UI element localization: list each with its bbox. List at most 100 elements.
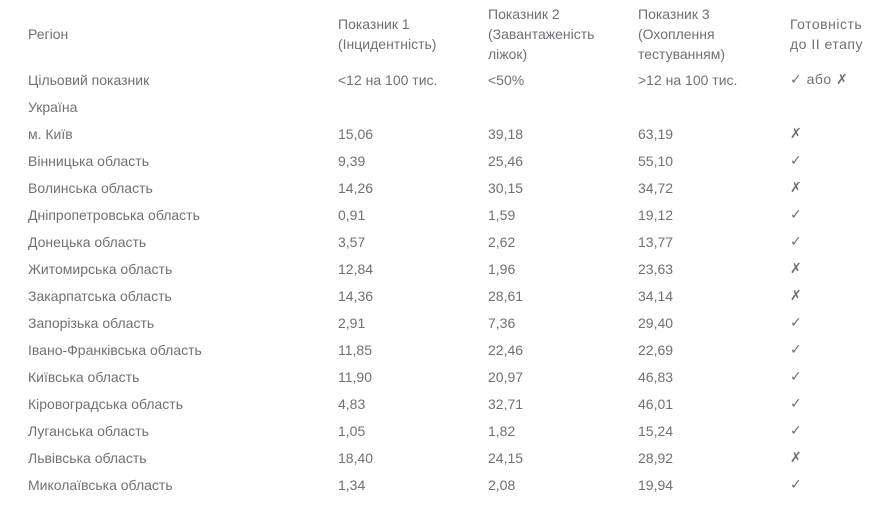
table-row: Київська область 11,90 20,97 46,83 ✓: [0, 363, 870, 390]
indicator1-cell: 1,34: [338, 476, 366, 493]
indicator3-cell: 22,69: [638, 341, 674, 358]
readiness-cell: ✓: [790, 233, 803, 249]
region-cell: Луганська область: [28, 422, 149, 439]
header-indicator1-incidence: Показник 1 (Інцидентність): [338, 16, 437, 52]
indicator2-cell: 39,18: [488, 125, 524, 142]
indicator2-cell: 1,96: [488, 260, 516, 277]
table-row: Закарпатська область 14,36 28,61 34,14 ✗: [0, 282, 870, 309]
indicator2-cell: [488, 93, 638, 120]
header-indicator3-testing-coverage: Показник 3 (Охоплення тестуванням): [638, 6, 726, 62]
region-cell: Запорізька область: [28, 314, 155, 331]
indicator1-cell: 11,85: [338, 341, 372, 358]
indicator1-cell: 2,91: [338, 314, 366, 331]
readiness-cell: ✓: [790, 206, 803, 222]
table-row: Україна: [0, 93, 870, 120]
indicator1-cell: 18,40: [338, 449, 374, 466]
table-row: Вінницька область 9,39 25,46 55,10 ✓: [0, 147, 870, 174]
header-indicator2-bed-occupancy: Показник 2 (Завантаженість ліжок): [488, 6, 595, 62]
readiness-cell: ✗: [790, 287, 803, 303]
region-cell: Волинська область: [28, 179, 153, 196]
table-row: Луганська область 1,05 1,82 15,24 ✓: [0, 417, 870, 444]
indicator2-cell: 1,82: [488, 422, 516, 439]
indicator1-cell: 4,83: [338, 395, 366, 412]
indicator3-cell: 29,40: [638, 314, 674, 331]
indicator1-cell: 9,39: [338, 152, 366, 169]
region-cell: Донецька область: [28, 233, 147, 250]
indicator3-cell: 55,10: [638, 152, 674, 169]
table-row: Волинська область 14,26 30,15 34,72 ✗: [0, 174, 870, 201]
header-region: Регіон: [28, 26, 69, 42]
table-row: Кіровоградська область 4,83 32,71 46,01 …: [0, 390, 870, 417]
indicator2-cell: 32,71: [488, 395, 524, 412]
table-header: Регіон Показник 1 (Інцидентність) Показн…: [0, 0, 870, 66]
table-row: Івано-Франківська область 11,85 22,46 22…: [0, 336, 870, 363]
indicator2-cell: 20,97: [488, 368, 524, 385]
region-cell: Вінницька область: [28, 152, 149, 169]
indicator1-cell: 14,26: [338, 179, 374, 196]
readiness-cell: ✓: [790, 368, 803, 384]
header-row: Регіон Показник 1 (Інцидентність) Показн…: [0, 0, 870, 66]
readiness-cell: ✗: [790, 179, 803, 195]
indicator2-cell: 2,62: [488, 233, 516, 250]
readiness-cell: ✓: [790, 341, 803, 357]
table-row: Львівська область 18,40 24,15 28,92 ✗: [0, 444, 870, 471]
region-cell: м. Київ: [28, 125, 73, 142]
indicator2-cell: 2,08: [488, 476, 516, 493]
region-cell: Житомирська область: [28, 260, 173, 277]
region-cell: Київська область: [28, 368, 140, 385]
indicator3-cell: >12 на 100 тис.: [638, 71, 738, 88]
table-row: Миколаївська область 1,34 2,08 19,94 ✓: [0, 471, 870, 498]
indicator1-cell: 15,06: [338, 125, 374, 142]
region-cell: Дніпропетровська область: [28, 206, 200, 223]
indicator3-cell: 46,83: [638, 368, 674, 385]
readiness-cell: ✓: [790, 314, 803, 330]
indicator3-cell: 19,94: [638, 476, 674, 493]
indicator2-cell: 1,59: [488, 206, 516, 223]
readiness-cell: ✓ або ✗: [790, 71, 849, 87]
indicator3-cell: 23,63: [638, 260, 674, 277]
indicator1-cell: 1,05: [338, 422, 366, 439]
indicator1-cell: 12,84: [338, 260, 374, 277]
indicator2-cell: 24,15: [488, 449, 524, 466]
table-row: Цільовий показник <12 на 100 тис. <50% >…: [0, 66, 870, 93]
indicator2-cell: 22,46: [488, 341, 524, 358]
indicator3-cell: [638, 93, 790, 120]
indicator1-cell: 3,57: [338, 233, 366, 250]
table-body: Цільовий показник <12 на 100 тис. <50% >…: [0, 66, 870, 498]
indicator3-cell: 19,12: [638, 206, 674, 223]
indicator1-cell: 0,91: [338, 206, 366, 223]
indicator2-cell: <50%: [488, 71, 525, 88]
indicator2-cell: 30,15: [488, 179, 524, 196]
indicator2-cell: 7,36: [488, 314, 516, 331]
region-cell: Миколаївська область: [28, 476, 173, 493]
table-row: Запорізька область 2,91 7,36 29,40 ✓: [0, 309, 870, 336]
indicator3-cell: 15,24: [638, 422, 674, 439]
readiness-cell: ✓: [790, 422, 803, 438]
table-row: Житомирська область 12,84 1,96 23,63 ✗: [0, 255, 870, 282]
indicator1-cell: <12 на 100 тис.: [338, 71, 438, 88]
indicator1-cell: 14,36: [338, 287, 374, 304]
table-row: Дніпропетровська область 0,91 1,59 19,12…: [0, 201, 870, 228]
indicator3-cell: 13,77: [638, 233, 674, 250]
region-cell: Кіровоградська область: [28, 395, 183, 412]
indicator2-cell: 28,61: [488, 287, 524, 304]
readiness-cell: [790, 93, 870, 120]
indicator3-cell: 34,72: [638, 179, 674, 196]
region-cell: Івано-Франківська область: [28, 341, 202, 358]
readiness-cell: ✗: [790, 260, 803, 276]
header-readiness-stage2: Готовність до II етапу: [790, 16, 863, 52]
indicator1-cell: [338, 93, 488, 120]
indicator3-cell: 28,92: [638, 449, 674, 466]
table-row: м. Київ 15,06 39,18 63,19 ✗: [0, 120, 870, 147]
indicator3-cell: 63,19: [638, 125, 674, 142]
readiness-cell: ✓: [790, 395, 803, 411]
region-cell: Україна: [28, 98, 78, 115]
readiness-cell: ✓: [790, 476, 803, 492]
readiness-cell: ✓: [790, 152, 803, 168]
indicator3-cell: 46,01: [638, 395, 674, 412]
table-row: Донецька область 3,57 2,62 13,77 ✓: [0, 228, 870, 255]
region-cell: Цільовий показник: [28, 71, 150, 88]
readiness-cell: ✗: [790, 125, 803, 141]
